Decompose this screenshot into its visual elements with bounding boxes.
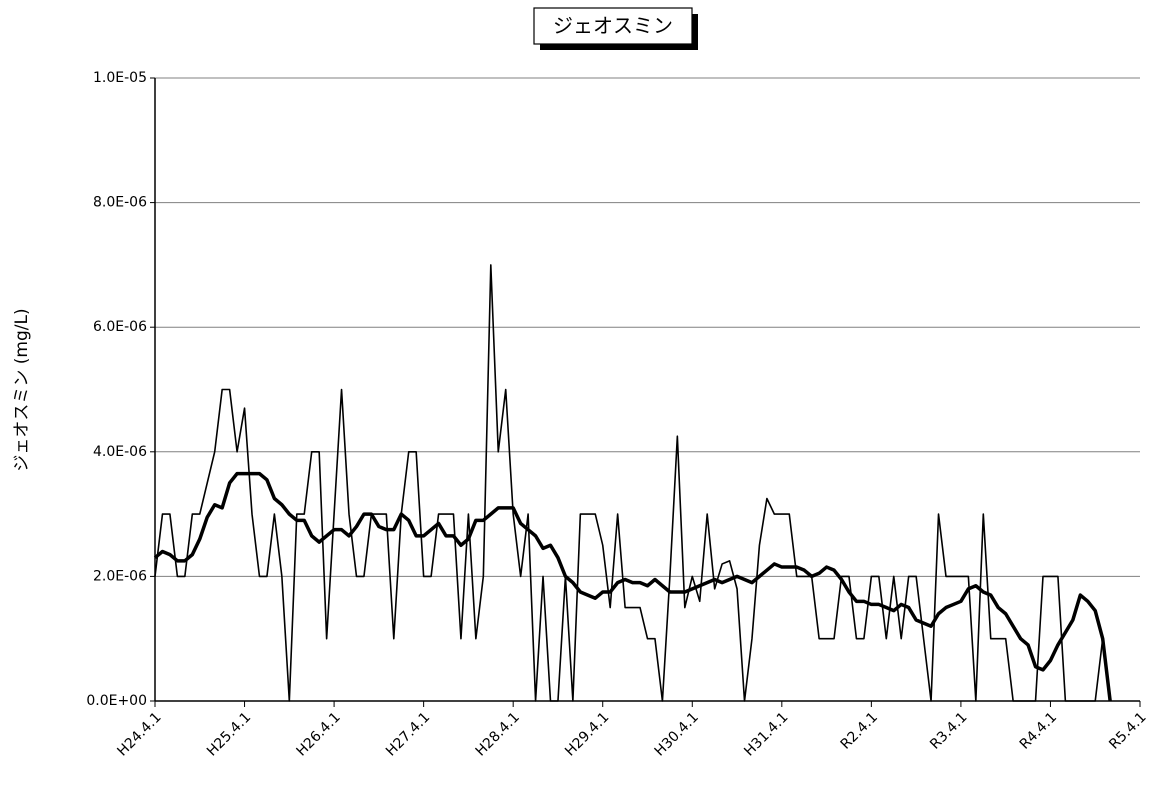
x-tick-label: H28.4.1 — [473, 709, 523, 759]
y-tick-label: 4.0E-06 — [93, 444, 147, 460]
x-tick-label: R5.4.1 — [1106, 709, 1149, 752]
x-tick-label: H31.4.1 — [741, 709, 791, 759]
x-tick-label: R2.4.1 — [838, 709, 881, 752]
series-line — [154, 264, 1104, 702]
x-tick-label: R4.4.1 — [1017, 709, 1060, 752]
x-tick-label: R3.4.1 — [927, 709, 970, 752]
y-tick-label: 6.0E-06 — [93, 319, 147, 335]
y-axis-label: ジェオスミン (mg/L) — [12, 308, 32, 471]
chart-title: ジェオスミン — [553, 14, 673, 38]
x-tick-label: H26.4.1 — [293, 709, 343, 759]
x-tick-label: H27.4.1 — [383, 709, 433, 759]
y-tick-label: 2.0E-06 — [93, 568, 147, 584]
x-tick-label: H30.4.1 — [652, 709, 702, 759]
title-box — [533, 7, 693, 45]
x-tick-label: H29.4.1 — [562, 709, 612, 759]
y-tick-label: 8.0E-06 — [93, 195, 147, 211]
x-tick-label: H25.4.1 — [204, 709, 254, 759]
y-tick-label: 1.0E-05 — [93, 70, 147, 86]
x-tick-label: H24.4.1 — [114, 709, 164, 759]
series-line — [153, 471, 1112, 702]
y-tick-label: 0.0E+00 — [86, 693, 147, 709]
